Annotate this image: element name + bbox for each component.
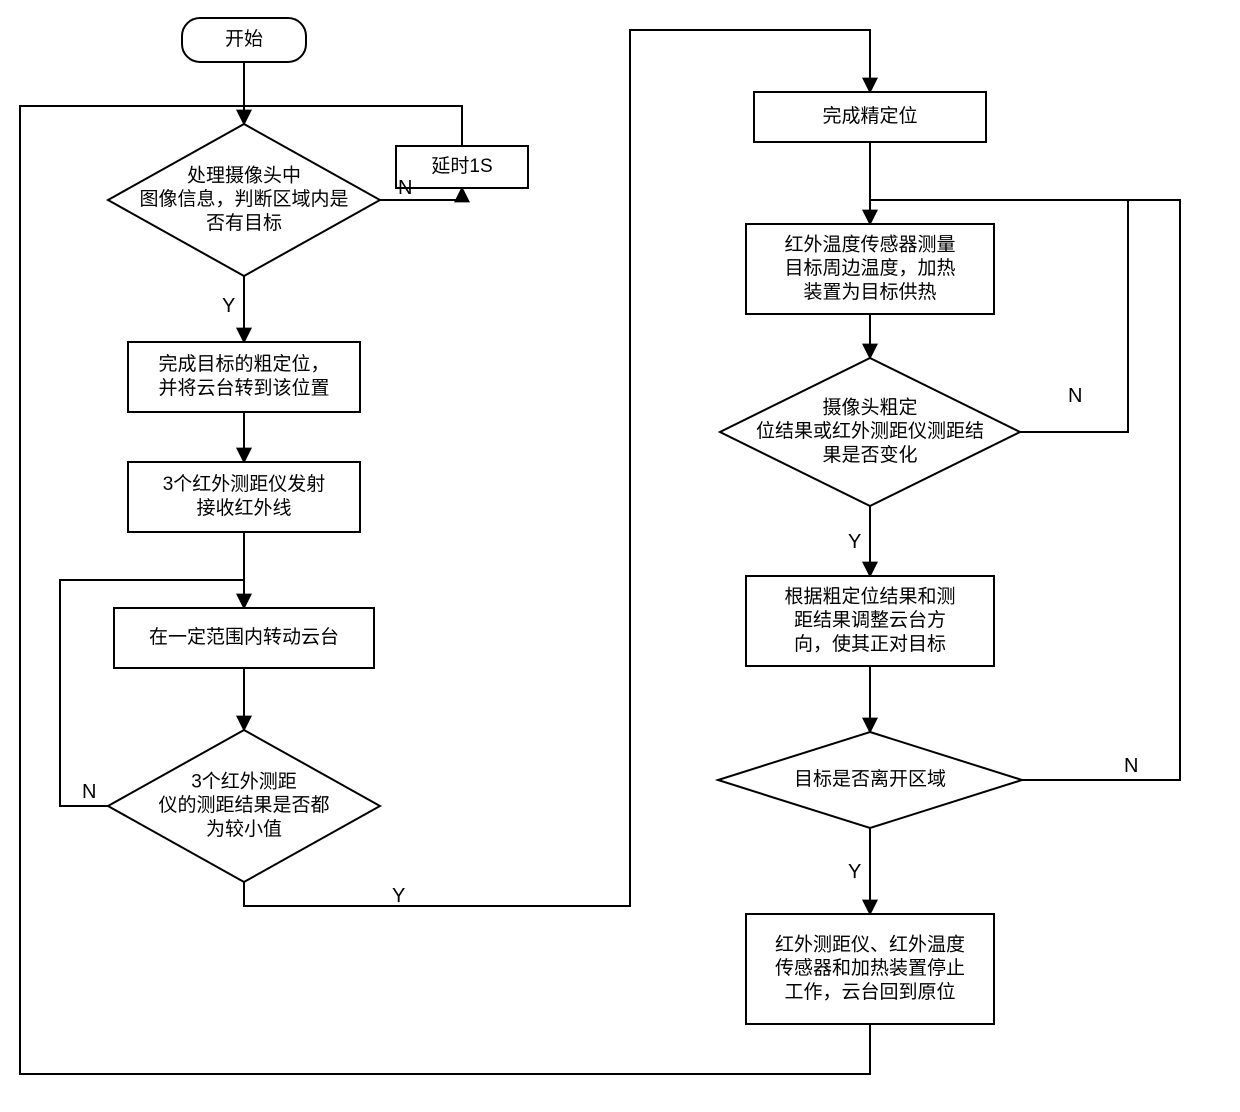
node-text: 否有目标 — [206, 212, 282, 234]
flow-edge — [1022, 200, 1180, 780]
edge-label: N — [82, 781, 96, 803]
edge-label: N — [1124, 755, 1138, 777]
node-text: 图像信息，判断区域内是 — [139, 188, 348, 210]
node-text: 位结果或红外测距仪测距结 — [756, 420, 984, 442]
node-text: 3个红外测距 — [191, 770, 297, 792]
node-text: 完成目标的粗定位， — [158, 353, 329, 375]
edge-label: Y — [848, 861, 861, 883]
edge-label: N — [398, 177, 412, 199]
node-text: 装置为目标供热 — [803, 281, 936, 303]
node-text: 距结果调整云台方 — [794, 609, 946, 631]
node-text: 接收红外线 — [196, 497, 291, 519]
edge-label: N — [1068, 385, 1082, 407]
node-text: 向，使其正对目标 — [794, 633, 946, 655]
edge-label: Y — [392, 885, 405, 907]
node-text: 工作，云台回到原位 — [784, 981, 955, 1003]
node-text: 根据粗定位结果和测 — [784, 585, 955, 607]
node-text: 延时1S — [431, 155, 492, 177]
node-text: 仪的测距结果是否都 — [158, 794, 329, 816]
node-text: 开始 — [225, 28, 263, 50]
flow-edge — [244, 106, 462, 146]
edge-label: Y — [848, 531, 861, 553]
node-text: 红外温度传感器测量 — [784, 233, 955, 255]
node-text: 目标是否离开区域 — [794, 768, 946, 790]
flow-edge — [20, 106, 870, 1074]
node-text: 完成精定位 — [822, 105, 917, 127]
node-text: 红外测距仪、红外温度 — [775, 933, 965, 955]
node-text: 并将云台转到该位置 — [158, 377, 329, 399]
node-text: 在一定范围内转动云台 — [149, 626, 339, 648]
node-text: 目标周边温度，加热 — [784, 257, 955, 279]
flow-edge — [380, 188, 462, 200]
node-text: 摄像头粗定 — [822, 396, 917, 418]
node-text: 处理摄像头中 — [187, 164, 301, 186]
edge-label: Y — [222, 295, 235, 317]
node-text: 果是否变化 — [822, 444, 917, 466]
node-text: 3个红外测距仪发射 — [163, 473, 326, 495]
node-text: 为较小值 — [206, 818, 282, 840]
node-text: 传感器和加热装置停止 — [775, 957, 965, 979]
